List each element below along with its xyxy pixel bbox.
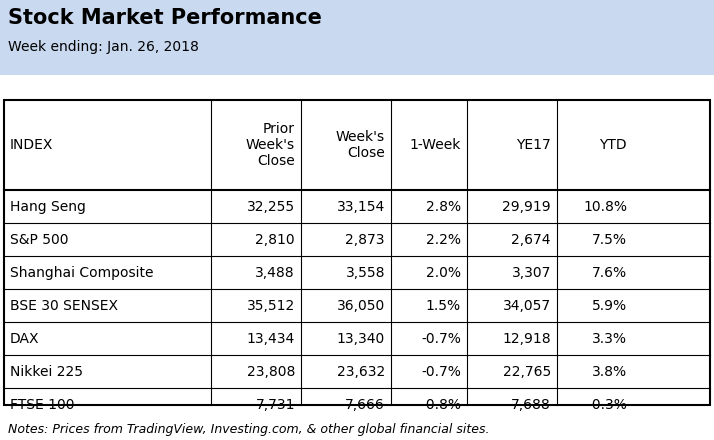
Text: 3.8%: 3.8%: [592, 364, 627, 378]
Text: BSE 30 SENSEX: BSE 30 SENSEX: [10, 298, 118, 312]
Text: 7.5%: 7.5%: [592, 232, 627, 246]
Text: 1-Week: 1-Week: [410, 138, 461, 152]
Text: 13,340: 13,340: [337, 331, 385, 345]
Text: 22,765: 22,765: [503, 364, 551, 378]
Text: S&P 500: S&P 500: [10, 232, 69, 246]
Text: 2,674: 2,674: [511, 232, 551, 246]
Text: Week's
Close: Week's Close: [336, 130, 385, 160]
Text: Week ending: Jan. 26, 2018: Week ending: Jan. 26, 2018: [8, 40, 199, 54]
Text: 3.3%: 3.3%: [592, 331, 627, 345]
Text: -0.3%: -0.3%: [587, 397, 627, 411]
Text: 3,558: 3,558: [346, 265, 385, 279]
Text: 2.0%: 2.0%: [426, 265, 461, 279]
Text: 23,808: 23,808: [246, 364, 295, 378]
Text: 34,057: 34,057: [503, 298, 551, 312]
Text: 7,731: 7,731: [256, 397, 295, 411]
Text: 33,154: 33,154: [337, 199, 385, 213]
Text: Prior
Week's
Close: Prior Week's Close: [246, 122, 295, 168]
Text: Stock Market Performance: Stock Market Performance: [8, 8, 322, 28]
Text: 32,255: 32,255: [247, 199, 295, 213]
Text: FTSE 100: FTSE 100: [10, 397, 74, 411]
Text: 5.9%: 5.9%: [592, 298, 627, 312]
Text: 7.6%: 7.6%: [592, 265, 627, 279]
Text: 2.2%: 2.2%: [426, 232, 461, 246]
Text: 1.5%: 1.5%: [426, 298, 461, 312]
Text: 2,810: 2,810: [256, 232, 295, 246]
Text: -0.7%: -0.7%: [421, 364, 461, 378]
Text: 7,666: 7,666: [346, 397, 385, 411]
Text: Nikkei 225: Nikkei 225: [10, 364, 83, 378]
Text: -0.8%: -0.8%: [421, 397, 461, 411]
Text: 2.8%: 2.8%: [426, 199, 461, 213]
Text: Hang Seng: Hang Seng: [10, 199, 86, 213]
Text: YE17: YE17: [516, 138, 551, 152]
Text: 3,307: 3,307: [512, 265, 551, 279]
Text: Shanghai Composite: Shanghai Composite: [10, 265, 154, 279]
Text: 12,918: 12,918: [503, 331, 551, 345]
Text: INDEX: INDEX: [10, 138, 54, 152]
Text: 36,050: 36,050: [337, 298, 385, 312]
Text: 13,434: 13,434: [247, 331, 295, 345]
Text: 23,632: 23,632: [337, 364, 385, 378]
Text: 2,873: 2,873: [346, 232, 385, 246]
Text: 10.8%: 10.8%: [583, 199, 627, 213]
Text: YTD: YTD: [599, 138, 627, 152]
Text: 29,919: 29,919: [503, 199, 551, 213]
Text: 3,488: 3,488: [256, 265, 295, 279]
Text: 35,512: 35,512: [247, 298, 295, 312]
Bar: [4, 100, 710, 405]
Text: -0.7%: -0.7%: [421, 331, 461, 345]
Bar: [0, 0, 714, 75]
Text: DAX: DAX: [10, 331, 39, 345]
Text: Notes: Prices from TradingView, Investing.com, & other global financial sites.: Notes: Prices from TradingView, Investin…: [8, 423, 490, 436]
Text: 7,688: 7,688: [511, 397, 551, 411]
